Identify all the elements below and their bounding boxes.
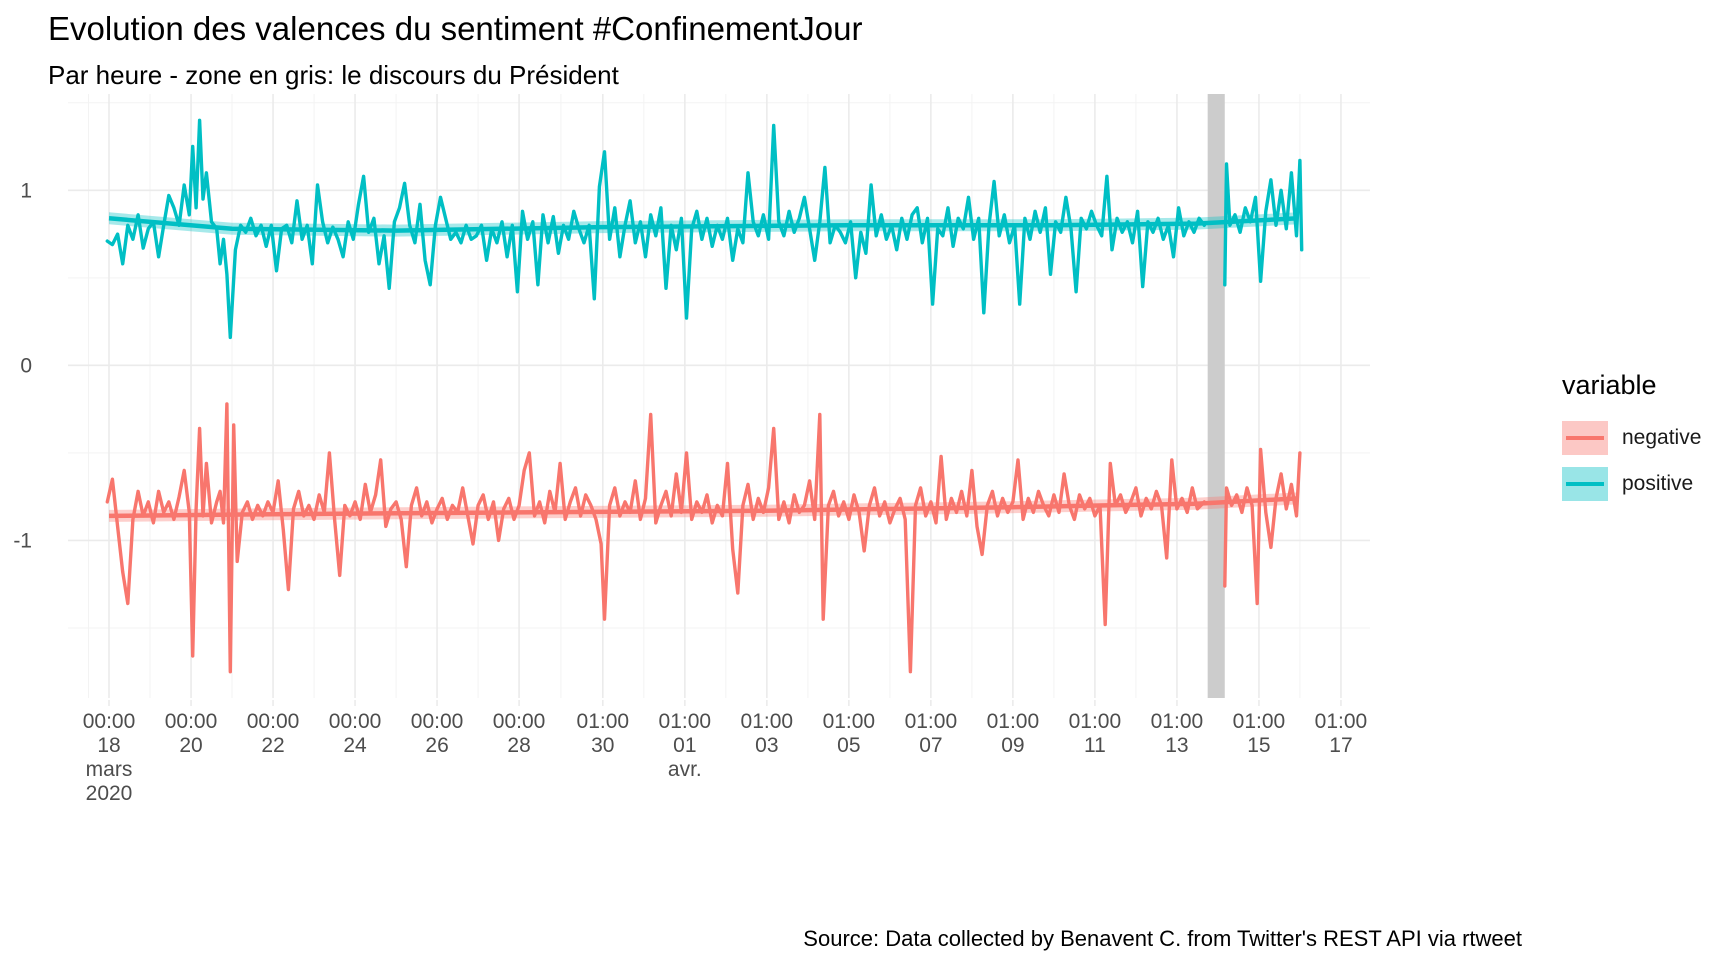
x-tick-label: 13 (1165, 734, 1188, 757)
x-tick-label: 18 (97, 734, 120, 757)
trend-layer (108, 212, 1299, 522)
x-tick-label: 01:00 (1151, 710, 1204, 733)
x-tick-label: 26 (425, 734, 448, 757)
x-tick-label: 24 (343, 734, 367, 757)
x-tick-label: 11 (1084, 734, 1106, 757)
y-tick-label: -1 (13, 529, 32, 552)
x-tick-label: 01:00 (659, 710, 712, 733)
x-tick-label: 01:00 (905, 710, 958, 733)
x-tick-label: 00:00 (165, 710, 218, 733)
x-tick-label: 01:00 (1069, 710, 1122, 733)
x-tick-label: 01:00 (987, 710, 1040, 733)
x-tick-label: 00:00 (493, 710, 546, 733)
major-gridlines (68, 94, 1370, 698)
speech-highlight-layer (1207, 94, 1225, 698)
y-tick-label: 1 (20, 179, 32, 202)
series-line-positive (105, 118, 1207, 340)
series-line-negative (105, 402, 1207, 674)
series-line-negative (1223, 447, 1302, 606)
legend-stroke-positive (1566, 482, 1604, 486)
x-tick-label: 01:00 (577, 710, 630, 733)
chart-caption: Source: Data collected by Benavent C. fr… (803, 926, 1522, 951)
x-tick-label: 01:00 (823, 710, 876, 733)
chart-subtitle: Par heure - zone en gris: le discours du… (48, 60, 619, 90)
chart-title: Evolution des valences du sentiment #Con… (48, 10, 863, 47)
x-tick-label: 17 (1329, 734, 1352, 757)
speech-highlight-band (1207, 94, 1225, 698)
y-tick-label: 0 (20, 354, 32, 377)
trend-line-negative (108, 496, 1299, 519)
trend-line-positive (108, 216, 1299, 233)
x-tick-label: 15 (1247, 734, 1270, 757)
legend-item-positive: positive (1562, 461, 1701, 507)
x-tick-label: 00:00 (411, 710, 464, 733)
x-tick-label: 20 (179, 734, 202, 757)
x-tick-label: 30 (591, 734, 614, 757)
legend-item-negative: negative (1562, 415, 1701, 461)
x-tick-label: 2020 (86, 782, 133, 805)
x-tick-label: 01:00 (1315, 710, 1368, 733)
series-line-positive (1223, 158, 1304, 287)
x-tick-label: 03 (755, 734, 778, 757)
legend-key-positive (1562, 467, 1608, 501)
legend: variable negative positive (1562, 370, 1701, 507)
x-tick-label: 00:00 (83, 710, 136, 733)
x-tick-label: 28 (507, 734, 530, 757)
x-tick-label: 01 (673, 734, 696, 757)
x-tick-label: 00:00 (329, 710, 382, 733)
series-layer (105, 118, 1304, 674)
x-tick-label: 07 (919, 734, 942, 757)
legend-title: variable (1562, 370, 1657, 400)
x-tick-label: mars (86, 758, 133, 781)
x-tick-label: 05 (837, 734, 860, 757)
x-tick-label: 01:00 (741, 710, 794, 733)
x-tick-label: 00:00 (247, 710, 300, 733)
legend-key-negative (1562, 421, 1608, 455)
x-tick-label: 09 (1001, 734, 1024, 757)
x-tick-label: 01:00 (1233, 710, 1286, 733)
x-axis-ticks: 00:0018mars202000:002000:002200:002400:0… (83, 700, 1368, 805)
x-tick-label: avr. (668, 758, 702, 781)
legend-label-negative: negative (1622, 426, 1702, 449)
legend-stroke-negative (1566, 436, 1604, 440)
x-tick-label: 22 (261, 734, 284, 757)
y-axis-ticks: 1 0 -1 (13, 179, 32, 552)
legend-label-positive: positive (1622, 472, 1694, 495)
minor-gridlines (68, 94, 1370, 698)
